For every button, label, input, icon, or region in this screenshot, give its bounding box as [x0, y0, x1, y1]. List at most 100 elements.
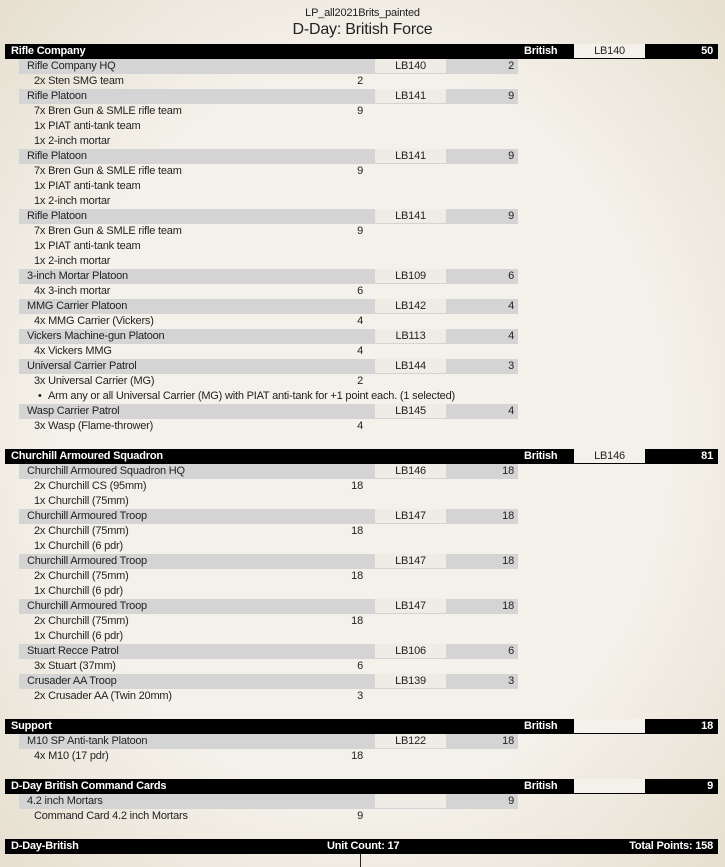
option-points: 9 — [357, 225, 363, 237]
option-points: 2 — [357, 75, 363, 87]
unit-code: LB145 — [375, 404, 446, 418]
option-name: 4x M10 (17 pdr) — [34, 750, 109, 762]
unit-row[interactable]: M10 SP Anti-tank Platoon LB122 18 — [19, 734, 518, 749]
unit-row[interactable]: Vickers Machine-gun Platoon LB113 4 — [19, 329, 518, 344]
option-points: 3 — [357, 690, 363, 702]
unit-code: LB109 — [375, 269, 446, 283]
section-faction: British — [524, 720, 558, 732]
option-row: 1x Churchill (75mm) — [5, 494, 718, 509]
unit-code: LB142 — [375, 299, 446, 313]
option-name: 1x 2-inch mortar — [34, 135, 111, 147]
section-faction: British — [524, 45, 558, 57]
option-points: 18 — [351, 615, 363, 627]
unit-row[interactable]: Churchill Armoured Troop LB147 18 — [19, 509, 518, 524]
option-name: 2x Sten SMG team — [34, 75, 124, 87]
option-row: Command Card 4.2 inch Mortars 9 — [5, 809, 718, 824]
unit-code: LB141 — [375, 149, 446, 163]
option-points: 4 — [357, 420, 363, 432]
unit-points: 9 — [508, 210, 514, 222]
option-name: 2x Churchill CS (95mm) — [34, 480, 147, 492]
option-points: 9 — [357, 165, 363, 177]
section-code — [574, 779, 645, 793]
unit-points: 6 — [508, 270, 514, 282]
unit-row[interactable]: Universal Carrier Patrol LB144 3 — [19, 359, 518, 374]
unit-row[interactable]: MMG Carrier Platoon LB142 4 — [19, 299, 518, 314]
option-row: 1x Churchill (6 pdr) — [5, 539, 718, 554]
section-name: D-Day British Command Cards — [11, 780, 167, 792]
unit-row[interactable]: Rifle Platoon LB141 9 — [19, 89, 518, 104]
unit-row[interactable]: Wasp Carrier Patrol LB145 4 — [19, 404, 518, 419]
option-row: 1x PIAT anti-tank team — [5, 179, 718, 194]
option-row: 4x MMG Carrier (Vickers) 4 — [5, 314, 718, 329]
option-row: 2x Sten SMG team 2 — [5, 74, 718, 89]
unit-row[interactable]: Churchill Armoured Squadron HQ LB146 18 — [19, 464, 518, 479]
unit-row[interactable]: 4.2 inch Mortars 9 — [19, 794, 518, 809]
unit-name: Churchill Armoured Squadron HQ — [27, 465, 185, 477]
option-name: 1x 2-inch mortar — [34, 255, 111, 267]
option-name: 1x 2-inch mortar — [34, 195, 111, 207]
option-name: 2x Crusader AA (Twin 20mm) — [34, 690, 172, 702]
unit-points: 4 — [508, 300, 514, 312]
unit-row[interactable]: Rifle Platoon LB141 9 — [19, 149, 518, 164]
unit-row[interactable]: Crusader AA Troop LB139 3 — [19, 674, 518, 689]
option-row: 4x Vickers MMG 4 — [5, 344, 718, 359]
note-text: Arm any or all Universal Carrier (MG) wi… — [48, 390, 455, 402]
unit-points: 6 — [508, 645, 514, 657]
unit-name: MMG Carrier Platoon — [27, 300, 128, 312]
total-points: Total Points: 158 — [629, 840, 713, 852]
unit-name: Rifle Platoon — [27, 90, 87, 102]
unit-code: LB141 — [375, 89, 446, 103]
unit-row[interactable]: Rifle Platoon LB141 9 — [19, 209, 518, 224]
section-header[interactable]: D-Day British Command Cards British 9 — [5, 779, 718, 794]
unit-points: 4 — [508, 330, 514, 342]
unit-row[interactable]: Churchill Armoured Troop LB147 18 — [19, 599, 518, 614]
section-header[interactable]: Support British 18 — [5, 719, 718, 734]
unit-code: LB144 — [375, 359, 446, 373]
section-code — [574, 719, 645, 733]
unit-name: Churchill Armoured Troop — [27, 600, 147, 612]
section-code: LB140 — [574, 44, 645, 58]
unit-row[interactable]: Churchill Armoured Troop LB147 18 — [19, 554, 518, 569]
unit-row[interactable]: 3-inch Mortar Platoon LB109 6 — [19, 269, 518, 284]
option-name: 1x PIAT anti-tank team — [34, 120, 141, 132]
option-row: 3x Universal Carrier (MG) 2 — [5, 374, 718, 389]
option-name: Command Card 4.2 inch Mortars — [34, 810, 188, 822]
section-code: LB146 — [574, 449, 645, 463]
unit-points: 18 — [502, 600, 514, 612]
unit-count: Unit Count: 17 — [327, 840, 400, 852]
option-row: 7x Bren Gun & SMLE rifle team 9 — [5, 104, 718, 119]
unit-row[interactable]: Rifle Company HQ LB140 2 — [19, 59, 518, 74]
option-name: 3x Universal Carrier (MG) — [34, 375, 155, 387]
unit-code: LB147 — [375, 509, 446, 523]
unit-name: Rifle Platoon — [27, 210, 87, 222]
option-points: 18 — [351, 525, 363, 537]
section-points: 81 — [701, 450, 713, 462]
unit-name: Universal Carrier Patrol — [27, 360, 137, 372]
option-row: 1x PIAT anti-tank team — [5, 119, 718, 134]
unit-name: 4.2 inch Mortars — [27, 795, 103, 807]
option-row: 7x Bren Gun & SMLE rifle team 9 — [5, 164, 718, 179]
section-header[interactable]: Rifle Company British LB140 50 — [5, 44, 718, 59]
unit-points: 4 — [508, 405, 514, 417]
unit-name: Crusader AA Troop — [27, 675, 117, 687]
section-name: Support — [11, 720, 52, 732]
section-name: Rifle Company — [11, 45, 86, 57]
option-row: 3x Stuart (37mm) 6 — [5, 659, 718, 674]
option-name: 4x MMG Carrier (Vickers) — [34, 315, 154, 327]
unit-name: Rifle Company HQ — [27, 60, 116, 72]
unit-points: 9 — [508, 795, 514, 807]
section: Rifle Company British LB140 50 Rifle Company… — [5, 44, 718, 434]
option-points: 4 — [357, 345, 363, 357]
unit-code: LB106 — [375, 644, 446, 658]
section-faction: British — [524, 450, 558, 462]
option-points: 18 — [351, 750, 363, 762]
unit-row[interactable]: Stuart Recce Patrol LB106 6 — [19, 644, 518, 659]
unit-points: 18 — [502, 555, 514, 567]
unit-name: Wasp Carrier Patrol — [27, 405, 120, 417]
option-name: 3x Wasp (Flame-thrower) — [34, 420, 154, 432]
option-row: 4x M10 (17 pdr) 18 — [5, 749, 718, 764]
section: Support British 18 M10 SP Anti-tank Platoon… — [5, 719, 718, 764]
option-name: 1x Churchill (6 pdr) — [34, 630, 123, 642]
option-name: 1x Churchill (6 pdr) — [34, 540, 123, 552]
section-header[interactable]: Churchill Armoured Squadron British LB146 8… — [5, 449, 718, 464]
